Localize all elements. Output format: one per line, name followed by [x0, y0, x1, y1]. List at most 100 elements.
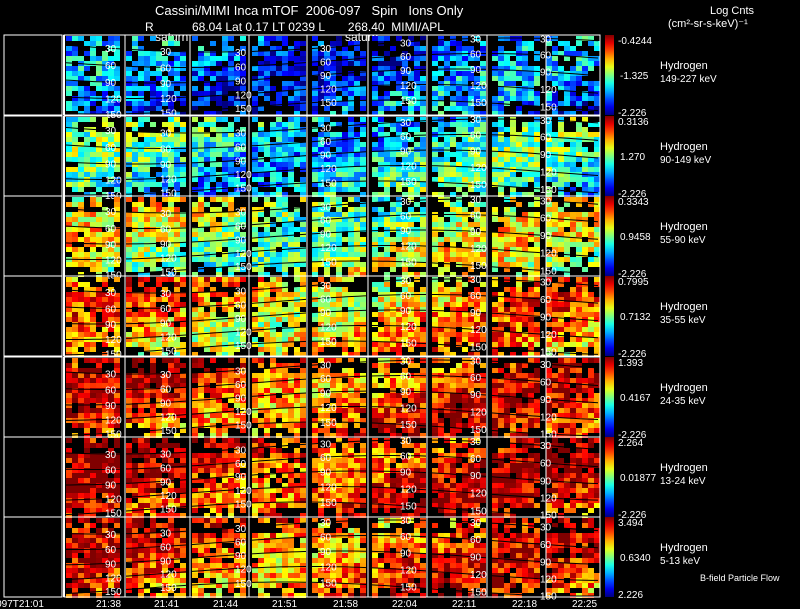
contour-label: 150 [235, 262, 252, 273]
contour-label: 150 [540, 430, 557, 441]
colorbar-min: -2.226 [618, 430, 647, 441]
contour-label: 120 [160, 412, 177, 423]
panel-left-box [3, 275, 63, 357]
contour-label: 60 [470, 373, 482, 384]
contour-label: 30 [160, 529, 172, 540]
contour-label: 30 [470, 357, 482, 368]
panel-2: 3030303030303060606060606060909090909090… [3, 115, 711, 202]
contour-label: 120 [235, 249, 252, 260]
contour-label: 120 [400, 81, 417, 92]
contour-label: 30 [400, 357, 412, 368]
contour-label: 60 [160, 145, 172, 156]
x-tick-label: 21:41 [154, 599, 179, 609]
colorbar-min: -2.226 [618, 108, 647, 119]
contour-label: 120 [540, 167, 557, 178]
contour-label: 150 [320, 579, 337, 590]
pitch-angle-contours: 3030303030303060606060606060909090909090… [63, 436, 599, 522]
contour-label: 60 [160, 63, 172, 74]
contour-label: 150 [160, 268, 177, 279]
contour-label: 120 [400, 565, 417, 576]
energy-label: 35-55 keV [660, 315, 706, 326]
contour-label: 30 [105, 370, 117, 381]
contour-label: 150 [160, 189, 177, 200]
x-tick-label: 21:38 [96, 599, 121, 609]
contour-label: 30 [320, 124, 332, 135]
contour-label: 60 [320, 453, 332, 464]
colorbar-min: -2.226 [618, 269, 647, 280]
contour-label: 30 [235, 287, 247, 298]
panel-frame [63, 275, 601, 357]
colorbar-units: (cm²-sr-s-keV)⁻¹ [668, 18, 748, 30]
colorbar-mid: 0.01877 [620, 473, 657, 484]
contour-label: 90 [105, 160, 117, 171]
contour-label: 90 [235, 314, 247, 325]
contour-label: 90 [105, 320, 117, 331]
colorbar [605, 35, 614, 115]
colorbar-max: 0.3343 [618, 197, 649, 208]
contour-label: 120 [160, 491, 177, 502]
pitch-angle-contours: 3030303030303060606060606060909090909090… [63, 195, 599, 281]
colorbar [605, 196, 614, 276]
panel-left-box [3, 436, 63, 518]
contour-label: 150 [235, 104, 252, 115]
contour-label: 30 [320, 518, 332, 529]
contour-label: 90 [160, 239, 172, 250]
contour-label: 120 [470, 407, 487, 418]
colorbar-mid: 0.9458 [620, 232, 651, 243]
contour-label: 150 [400, 258, 417, 269]
colorbar-min: -2.226 [618, 349, 647, 360]
contour-label: 60 [105, 224, 117, 235]
energy-label: 90-149 keV [660, 155, 711, 166]
panel-6: 3030303030303060606060606060909090909090… [3, 436, 708, 522]
species-label: Hydrogen [660, 221, 708, 233]
contour-label: 90 [470, 227, 482, 238]
contour-label: 30 [105, 288, 117, 299]
contour-label: 150 [400, 420, 417, 431]
contour-label: 150 [160, 426, 177, 437]
contour-label: 120 [320, 563, 337, 574]
contour-label: 60 [160, 464, 172, 475]
contour-label: 90 [470, 147, 482, 158]
heatmap-cells [66, 36, 600, 116]
contour-label: 60 [470, 291, 482, 302]
contour-label: 120 [235, 170, 252, 181]
colorbar-max: 0.3136 [618, 117, 649, 128]
pitch-angle-contours: 3030303030303060606060606060909090909090… [63, 516, 599, 602]
contour-label: 150 [235, 421, 252, 432]
contour-label: 120 [105, 574, 122, 585]
ephemeris-line: 68.04 Lat 0.17 LT 0239 L 268.40 MIMI/APL [192, 20, 444, 34]
contour-label: 150 [470, 98, 487, 109]
contour-label: 90 [235, 472, 247, 483]
colorbar-mid: 1.270 [620, 152, 645, 163]
energy-label: 5-13 keV [660, 556, 700, 567]
contour-label: 90 [320, 308, 332, 319]
x-tick-label: 22:18 [512, 599, 537, 609]
contour-label: 90 [320, 151, 332, 162]
contour-label: 30 [235, 48, 247, 59]
r-label: R [145, 20, 154, 34]
contour-label: 120 [540, 494, 557, 505]
contour-label: 60 [320, 374, 332, 385]
colorbar-mid: 0.4167 [620, 393, 651, 404]
colorbar-max: 3.494 [618, 518, 643, 529]
contour-label: 30 [470, 115, 482, 126]
panel-4: 3030303030303060606060606060909090909090… [3, 275, 708, 361]
colorbar-mid: 0.6340 [620, 553, 651, 564]
contour-label: 30 [160, 289, 172, 300]
colorbar-mid: -1.325 [620, 71, 649, 82]
contour-label: 60 [470, 454, 482, 465]
contour-label: 150 [470, 261, 487, 272]
contour-label: 60 [320, 532, 332, 543]
contour-label: 90 [235, 551, 247, 562]
contour-label: 60 [235, 537, 247, 548]
heatmap-cells [66, 358, 600, 438]
contour-label: 90 [470, 65, 482, 76]
colorbar-min: -2.226 [618, 510, 647, 521]
contour-label: 60 [235, 222, 247, 233]
contour-label: 30 [400, 276, 412, 287]
contour-label: 120 [235, 486, 252, 497]
contour-label: 60 [470, 535, 482, 546]
contour-label: 90 [160, 319, 172, 330]
panel-7: 3030303030303060606060606060909090909090… [3, 516, 708, 602]
bfield-note: B-field Particle Flow [700, 573, 780, 583]
